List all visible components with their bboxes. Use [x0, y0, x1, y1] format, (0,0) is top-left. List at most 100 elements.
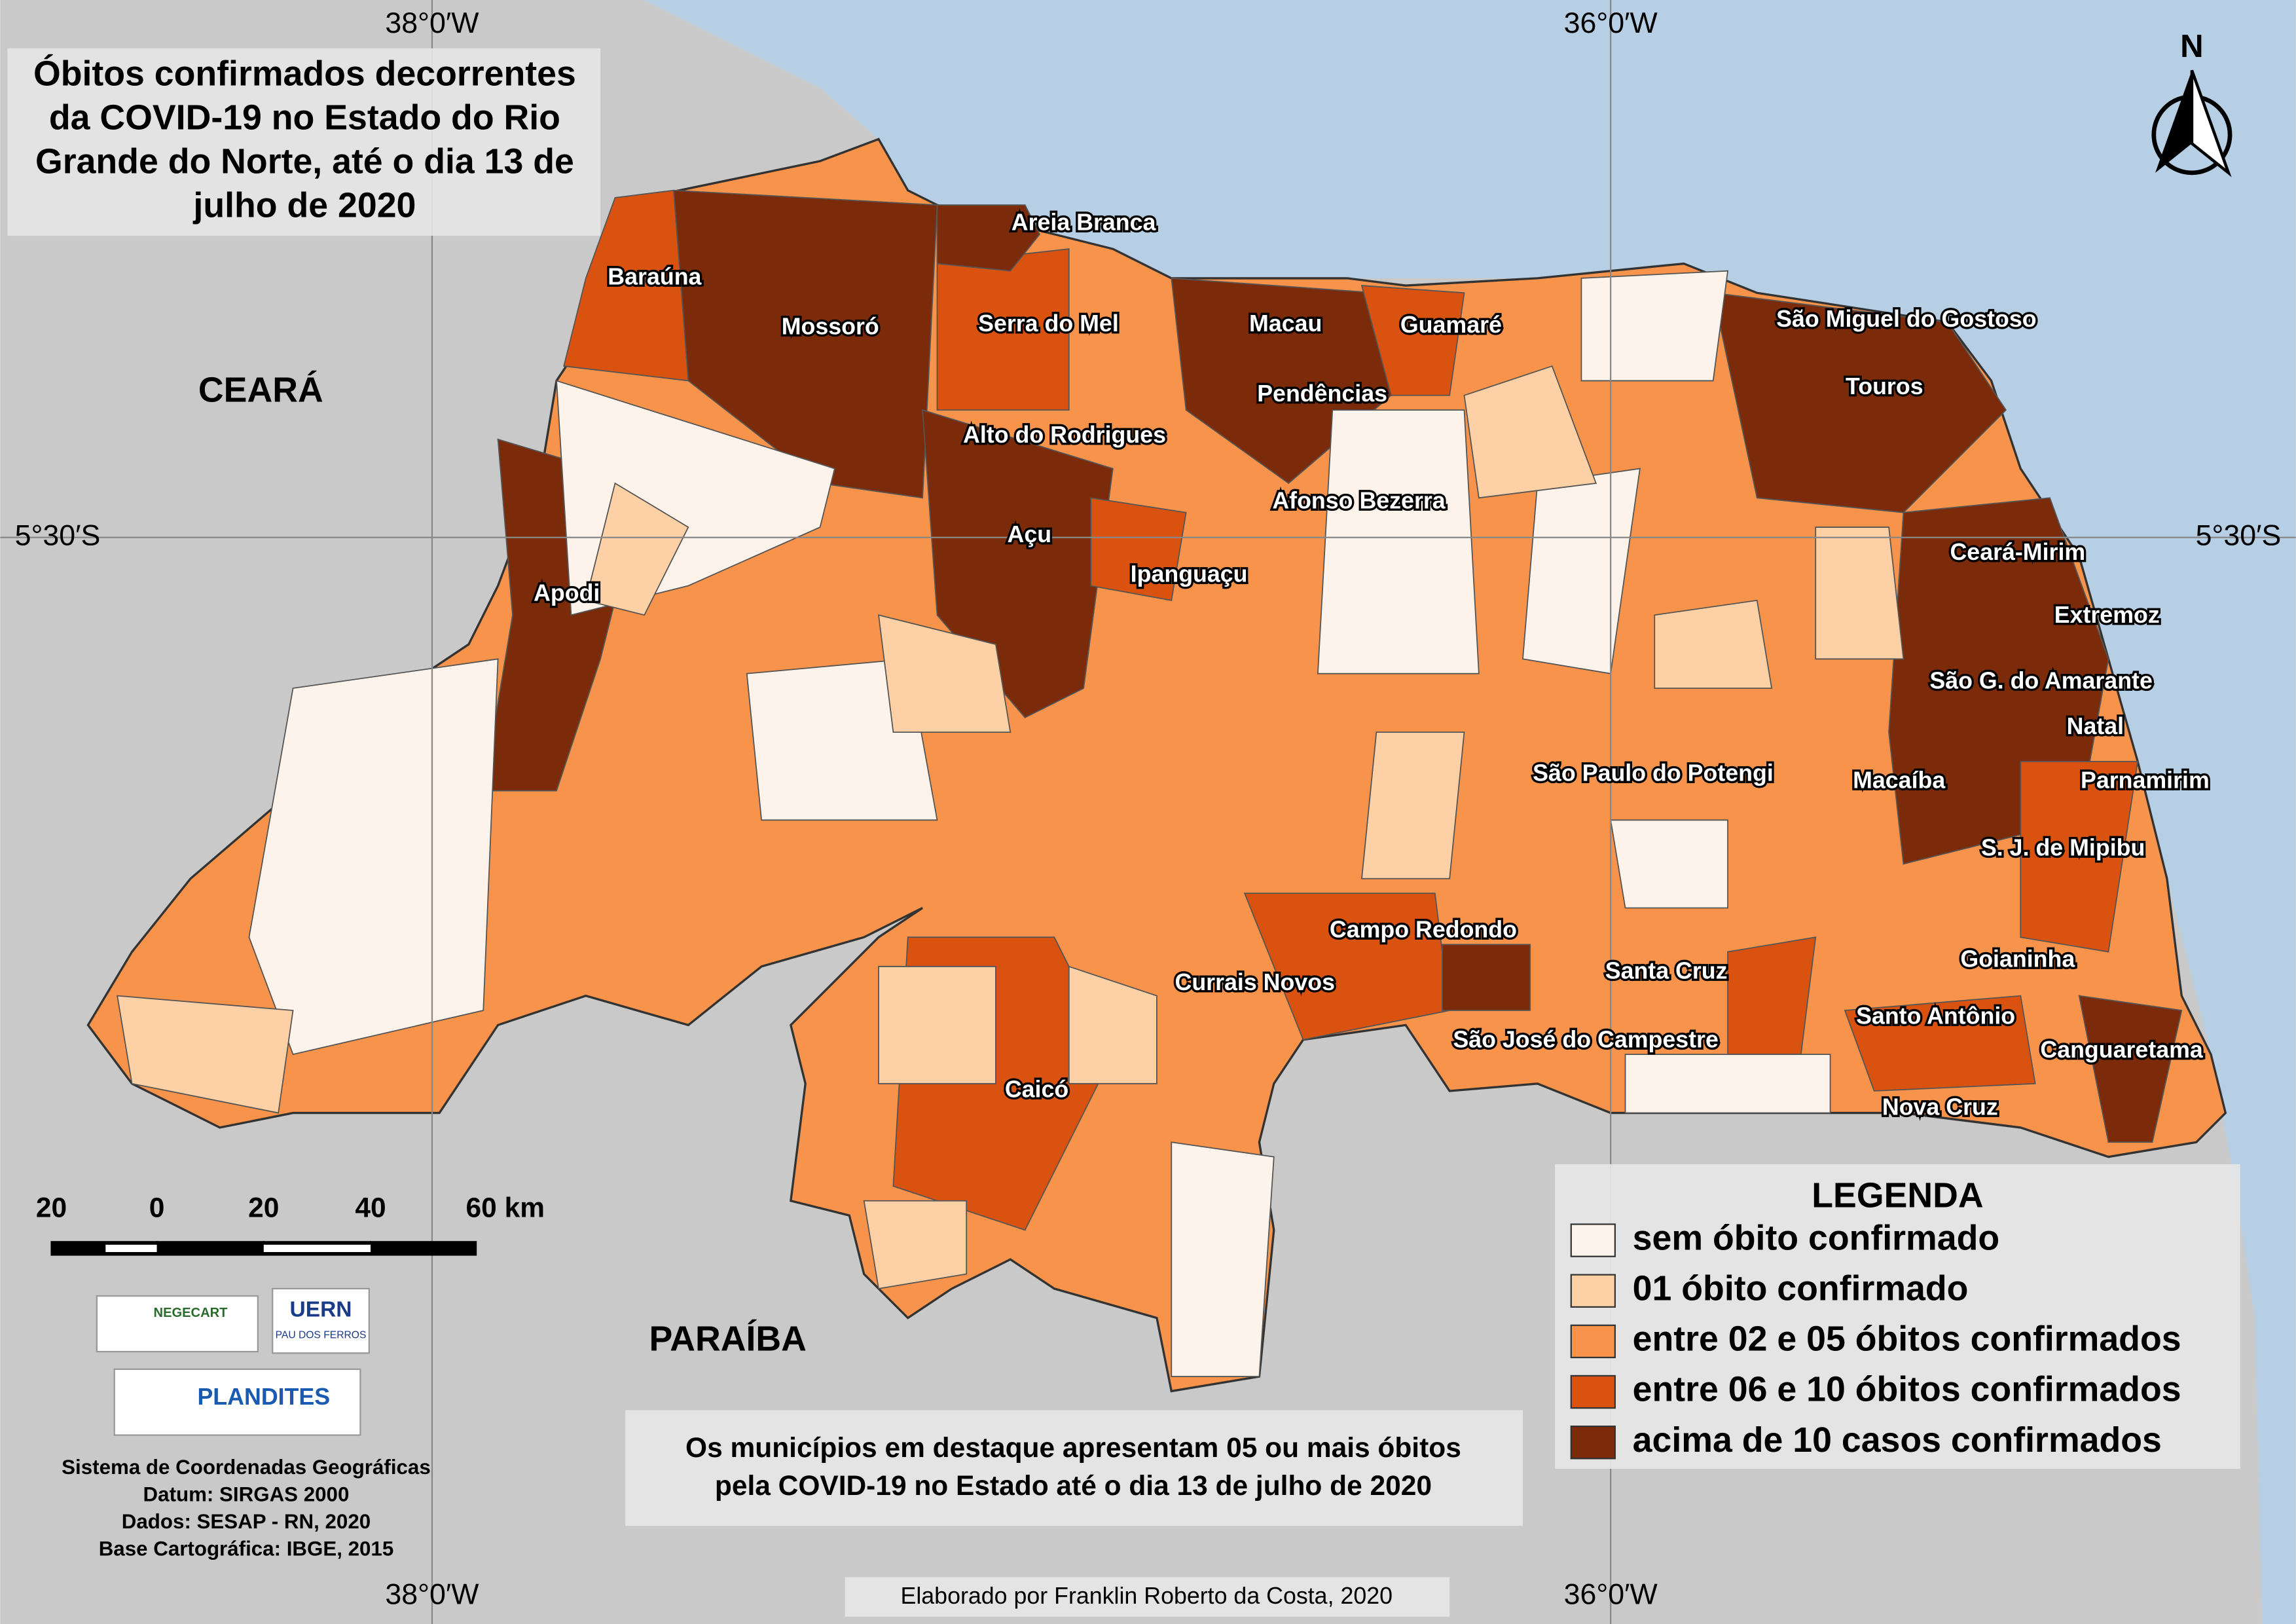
municipality-area: [585, 482, 689, 616]
metadata-line: Sistema de Coordenadas Geográficas: [62, 1456, 431, 1479]
municipality-label: Caicó: [1005, 1076, 1068, 1102]
scale-label: 20: [248, 1192, 279, 1223]
municipality-area: [1712, 292, 2007, 513]
legend-title: LEGENDA: [1812, 1175, 1983, 1215]
map-title: Óbitos confirmados decorrentes: [33, 54, 576, 93]
municipality-label: Macau: [1249, 310, 1322, 337]
municipality-area: [1361, 731, 1465, 879]
legend-swatch: [1570, 1425, 1616, 1460]
legend-swatch: [1570, 1274, 1616, 1308]
logo-text: NEGECART: [154, 1306, 228, 1320]
graticule-label: 38°0′W: [385, 7, 479, 39]
metadata-line: Dados: SESAP - RN, 2020: [122, 1510, 371, 1533]
municipality-area: [1171, 1141, 1275, 1377]
logo-text: PAU DOS FERROS: [276, 1330, 367, 1341]
title-box: [7, 48, 601, 236]
legend-swatch: [1570, 1223, 1616, 1257]
municipality-label: Afonso Bezerra: [1272, 487, 1446, 513]
municipality-label: Goianinha: [1960, 946, 2075, 972]
municipality-area: [863, 1200, 968, 1289]
municipality-label: Açu: [1008, 521, 1052, 547]
municipality-label: Nova Cruz: [1882, 1094, 1998, 1120]
municipality-label: Baraúna: [608, 263, 702, 289]
municipality-label: Mossoró: [782, 313, 879, 339]
municipality-area: [936, 248, 1070, 411]
north-label: N: [2180, 28, 2204, 64]
logo-negecart: [96, 1295, 259, 1353]
municipality-label: Serra do Mel: [978, 310, 1119, 337]
municipality-area: [1815, 526, 1904, 660]
municipality-area: [1580, 270, 1729, 382]
municipality-area: [877, 614, 1011, 733]
scale-label: 0: [149, 1192, 165, 1223]
municipality-label: Santa Cruz: [1605, 957, 1728, 984]
graticule-label: 36°0′W: [1564, 1578, 1658, 1610]
scale-segment: [369, 1241, 477, 1256]
municipality-label: Apodi: [534, 580, 600, 606]
logo-uern: [272, 1287, 370, 1354]
legend-label: entre 06 e 10 óbitos confirmados: [1633, 1370, 2181, 1409]
municipality-area: [936, 204, 1041, 272]
municipality-label: São Paulo do Potengi: [1533, 760, 1774, 786]
metadata-line: Base Cartográfica: IBGE, 2015: [99, 1537, 394, 1560]
note-box: [625, 1410, 1523, 1526]
scale-segment: [263, 1244, 371, 1252]
sea: [644, 0, 2296, 1624]
municipality-area: [563, 189, 689, 382]
municipality-label: Ceará-Mirim: [1950, 539, 2085, 565]
municipality-area: [2078, 995, 2183, 1143]
municipality-area: [1090, 497, 1187, 601]
legend-label: acima de 10 casos confirmados: [1633, 1420, 2162, 1460]
scale-label: 40: [355, 1192, 386, 1223]
legend-label: entre 02 e 05 óbitos confirmados: [1633, 1320, 2181, 1359]
scale-segment: [105, 1244, 157, 1252]
scale-label: 20: [36, 1192, 67, 1223]
municipality-area: [1624, 1054, 1831, 1114]
municipality-area: [1442, 944, 1531, 1011]
logo-text: PLANDITES: [197, 1384, 330, 1410]
municipality-label: São Miguel do Gostoso: [1776, 306, 2036, 332]
credit-box: [845, 1577, 1450, 1617]
region-label: CEARÁ: [198, 370, 323, 409]
credit: Elaborado por Franklin Roberto da Costa,…: [900, 1583, 1393, 1609]
metadata-line: Datum: SIRGAS 2000: [143, 1483, 350, 1506]
municipality-area: [2020, 760, 2139, 953]
municipality-area: [117, 995, 294, 1114]
map-title: julho de 2020: [192, 186, 416, 225]
municipality-label: S. J. de Mipibu: [1981, 834, 2145, 860]
graticule-label: 5°30′S: [15, 520, 101, 552]
municipality-label: Campo Redondo: [1330, 917, 1517, 943]
municipality-label: Ipanguaçu: [1131, 561, 1248, 587]
logo-text: UERN: [290, 1297, 352, 1321]
legend-box: [1555, 1164, 2240, 1469]
municipality-label: Currais Novos: [1175, 969, 1335, 995]
graticule-label: 38°0′W: [385, 1578, 479, 1610]
map-title: da COVID-19 no Estado do Rio: [49, 98, 560, 138]
legend-swatch: [1570, 1324, 1616, 1359]
legend-label: 01 óbito confirmado: [1633, 1268, 1969, 1308]
municipality-area: [1610, 819, 1728, 909]
municipality-area: [1463, 365, 1597, 499]
municipality-label: Alto do Rodrigues: [963, 422, 1166, 448]
municipality-label: São G. do Amarante: [1929, 668, 2153, 694]
graticule-label: 36°0′W: [1564, 7, 1658, 39]
municipality-area: [1068, 965, 1157, 1084]
municipality-area: [878, 966, 996, 1084]
municipality-label: Guamaré: [1400, 312, 1502, 338]
municipality-label: Santo Antônio: [1856, 1003, 2015, 1029]
municipality-area: [1844, 995, 2036, 1092]
municipality-label: Extremoz: [2054, 602, 2160, 628]
municipality-label: Natal: [2067, 713, 2124, 739]
logo-plandites: [113, 1368, 361, 1436]
note-line: Os municípios em destaque apresentam 05 …: [685, 1433, 1461, 1464]
graticule-label: 5°30′S: [2196, 520, 2282, 552]
note-line: pela COVID-19 no Estado até o dia 13 de …: [715, 1471, 1432, 1502]
municipality-area: [1317, 409, 1480, 674]
legend-label: sem óbito confirmado: [1633, 1218, 1999, 1257]
region-label: PARAÍBA: [649, 1320, 806, 1359]
north-arrow: [2151, 69, 2232, 177]
municipality-area: [1727, 936, 1817, 1055]
municipality-area: [1360, 285, 1465, 396]
